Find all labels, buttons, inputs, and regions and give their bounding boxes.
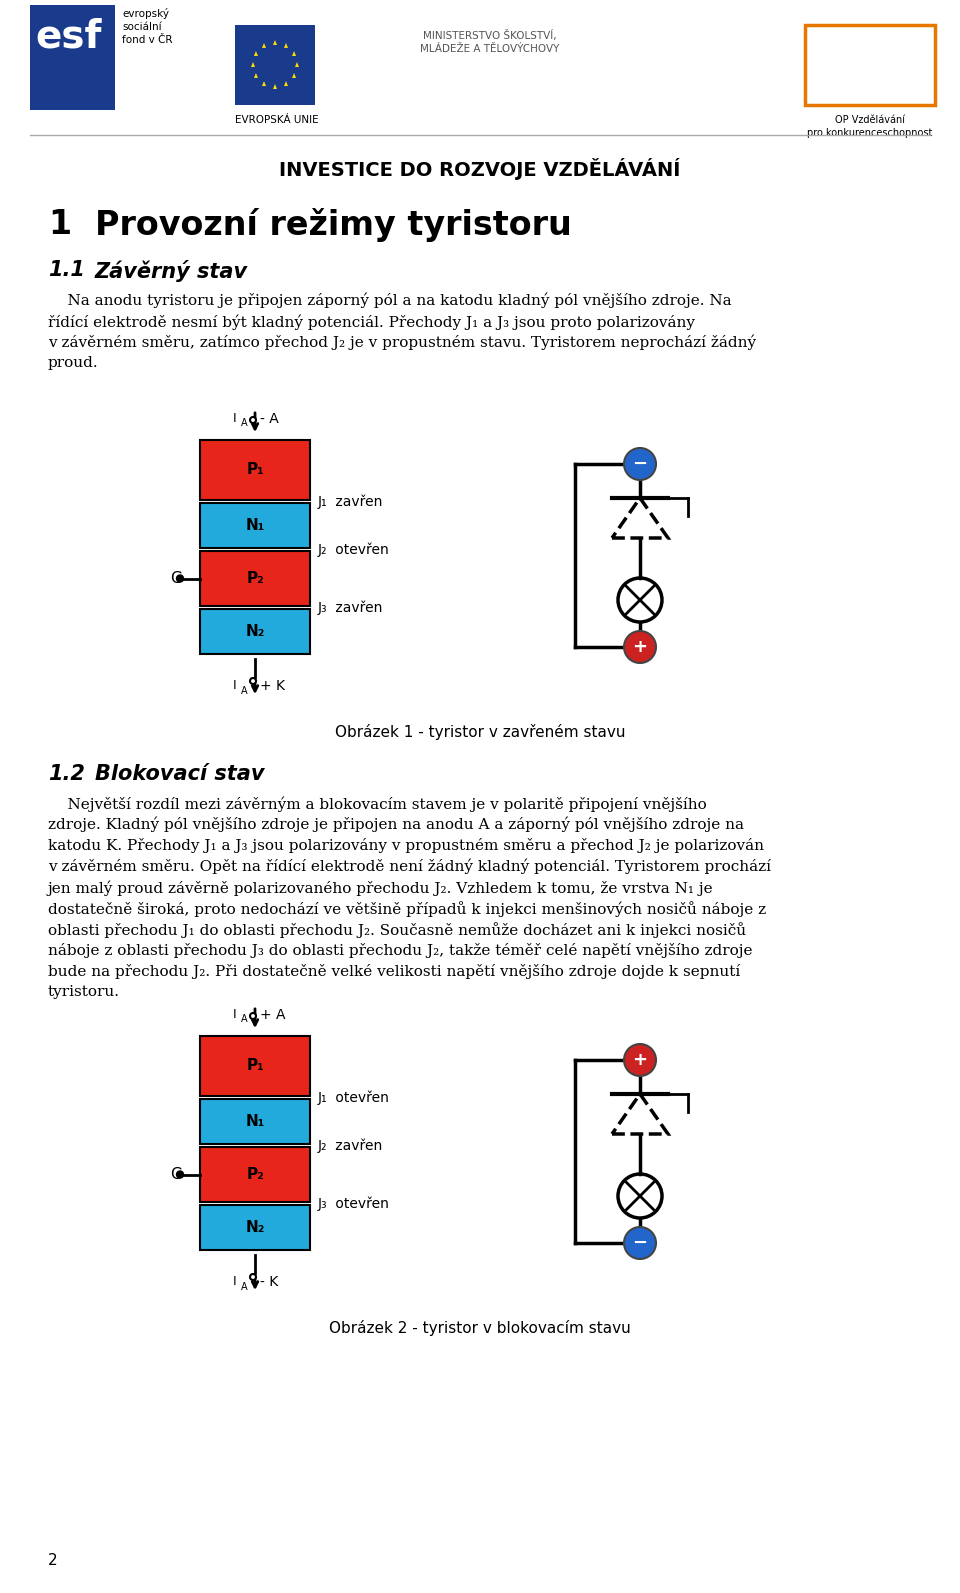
Text: OP Vzdělávání
pro konkurenceschopnost: OP Vzdělávání pro konkurenceschopnost [807, 115, 933, 139]
Text: I: I [233, 679, 236, 691]
Text: +: + [633, 1051, 647, 1069]
Text: Závěrný stav: Závěrný stav [95, 260, 248, 282]
Bar [200, 1147, 310, 1203]
Text: A: A [241, 1282, 248, 1292]
Text: Na anodu tyristoru je připojen záporný pól a na katodu kladný pól vnějšího zdroj: Na anodu tyristoru je připojen záporný p… [48, 293, 732, 309]
Text: A: A [241, 687, 248, 696]
Text: 1: 1 [48, 209, 71, 241]
Polygon shape [262, 81, 266, 86]
Text: zdroje. Kladný pól vnějšího zdroje je připojen na anodu A a záporný pól vnějšího: zdroje. Kladný pól vnějšího zdroje je př… [48, 817, 744, 833]
Text: Obrázek 2 - tyristor v blokovacím stavu: Obrázek 2 - tyristor v blokovacím stavu [329, 1321, 631, 1337]
Text: 1.2: 1.2 [48, 765, 84, 784]
Text: - A: - A [260, 413, 278, 425]
Text: oblasti přechodu J₁ do oblasti přechodu J₂. Současně nemůže docházet ani k injek: oblasti přechodu J₁ do oblasti přechodu … [48, 922, 746, 938]
Text: G: G [170, 1168, 181, 1182]
Text: I: I [233, 1274, 236, 1289]
Circle shape [250, 1274, 256, 1281]
Circle shape [624, 448, 656, 479]
Text: Obrázek 1 - tyristor v zavřeném stavu: Obrázek 1 - tyristor v zavřeném stavu [335, 723, 625, 741]
Bar [200, 440, 310, 500]
Text: A: A [241, 417, 248, 429]
Polygon shape [273, 84, 277, 89]
Text: I: I [233, 413, 236, 425]
Text: P₁: P₁ [246, 462, 264, 478]
Text: proud.: proud. [48, 355, 99, 370]
Text: EVROPSKÁ UNIE: EVROPSKÁ UNIE [235, 115, 319, 124]
Text: v závěrném směru. Opět na řídící elektrodě není žádný kladný potenciál. Tyristor: v závěrném směru. Opět na řídící elektro… [48, 859, 771, 875]
Bar [805, 25, 935, 105]
Text: 2: 2 [48, 1553, 58, 1568]
Text: I: I [233, 1008, 236, 1021]
Circle shape [624, 1227, 656, 1258]
Text: J₃  otevřen: J₃ otevřen [318, 1196, 390, 1211]
Circle shape [250, 1013, 256, 1020]
Text: −: − [633, 456, 648, 473]
Text: v závěrném směru, zatímco přechod J₂ je v propustném stavu. Tyristorem neprocház: v závěrném směru, zatímco přechod J₂ je … [48, 335, 756, 350]
Polygon shape [284, 43, 288, 48]
Polygon shape [284, 81, 288, 86]
Polygon shape [254, 51, 258, 56]
Text: náboje z oblasti přechodu J₃ do oblasti přechodu J₂, takže téměř celé napětí vně: náboje z oblasti přechodu J₃ do oblasti … [48, 943, 753, 957]
Bar [200, 1035, 310, 1096]
Text: tyristoru.: tyristoru. [48, 984, 120, 999]
Text: +: + [633, 639, 647, 656]
Bar [200, 503, 310, 548]
Bar [0, 0, 960, 135]
Text: - K: - K [260, 1274, 278, 1289]
Bar [200, 551, 310, 605]
Text: J₁  zavřen: J₁ zavřen [318, 494, 383, 508]
Text: J₁  otevřen: J₁ otevřen [318, 1090, 390, 1106]
Text: N₂: N₂ [246, 624, 265, 639]
Text: N₂: N₂ [246, 1220, 265, 1235]
Text: A: A [241, 1015, 248, 1024]
Text: J₃  zavřen: J₃ zavřen [318, 601, 383, 615]
Text: Největší rozdíl mezi závěrným a blokovacím stavem je v polaritě připojení vnější: Největší rozdíl mezi závěrným a blokovac… [48, 796, 707, 811]
Text: + K: + K [260, 679, 285, 693]
Polygon shape [292, 73, 296, 78]
Circle shape [177, 575, 183, 581]
Text: J₂  otevřen: J₂ otevřen [318, 542, 390, 556]
Text: jen malý proud závěrně polarizovaného přechodu J₂. Vzhledem k tomu, že vrstva N₁: jen malý proud závěrně polarizovaného př… [48, 879, 713, 895]
Text: bude na přechodu J₂. Při dostatečně velké velikosti napětí vnějšího zdroje dojde: bude na přechodu J₂. Při dostatečně velk… [48, 964, 740, 980]
Bar [30, 5, 115, 110]
Text: evropský
sociální
fond v ČR: evropský sociální fond v ČR [122, 8, 173, 45]
Bar [200, 1204, 310, 1251]
Text: P₂: P₂ [246, 1168, 264, 1182]
Polygon shape [254, 73, 258, 78]
Polygon shape [292, 51, 296, 56]
Text: Provozní režimy tyristoru: Provozní režimy tyristoru [95, 209, 572, 242]
Circle shape [177, 1171, 183, 1177]
Polygon shape [251, 62, 255, 67]
Polygon shape [262, 43, 266, 48]
Text: N₁: N₁ [246, 518, 265, 534]
Text: Blokovací stav: Blokovací stav [95, 765, 265, 784]
Text: P₁: P₁ [246, 1058, 264, 1074]
Text: J₂  zavřen: J₂ zavřen [318, 1139, 383, 1153]
Text: esf: esf [35, 18, 102, 56]
Text: N₁: N₁ [246, 1114, 265, 1129]
Text: G: G [170, 570, 181, 586]
Circle shape [250, 417, 256, 424]
Text: katodu K. Přechody J₁ a J₃ jsou polarizovány v propustném směru a přechod J₂ je : katodu K. Přechody J₁ a J₃ jsou polarizo… [48, 838, 764, 852]
Polygon shape [273, 40, 277, 45]
Text: P₂: P₂ [246, 570, 264, 586]
Text: dostatečně široká, proto nedochází ve většině případů k injekci menšinových nosi: dostatečně široká, proto nedochází ve vě… [48, 902, 766, 918]
Polygon shape [295, 62, 299, 67]
Text: INVESTICE DO ROZVOJE VZDĚLÁVÁNÍ: INVESTICE DO ROZVOJE VZDĚLÁVÁNÍ [279, 158, 681, 180]
Bar [200, 609, 310, 655]
Text: + A: + A [260, 1008, 285, 1023]
Bar [200, 1099, 310, 1144]
Text: 1.1: 1.1 [48, 260, 84, 280]
Text: řídící elektrodě nesmí být kladný potenciál. Přechody J₁ a J₃ jsou proto polariz: řídící elektrodě nesmí být kladný potenc… [48, 314, 695, 330]
Circle shape [624, 631, 656, 663]
Text: −: − [633, 1235, 648, 1252]
Circle shape [624, 1043, 656, 1075]
Bar [235, 25, 315, 105]
Circle shape [250, 679, 256, 683]
Text: MINISTERSTVO ŠKOLSTVÍ,
MLÁDEŽE A TĚLOVÝCHOVY: MINISTERSTVO ŠKOLSTVÍ, MLÁDEŽE A TĚLOVÝC… [420, 30, 560, 54]
